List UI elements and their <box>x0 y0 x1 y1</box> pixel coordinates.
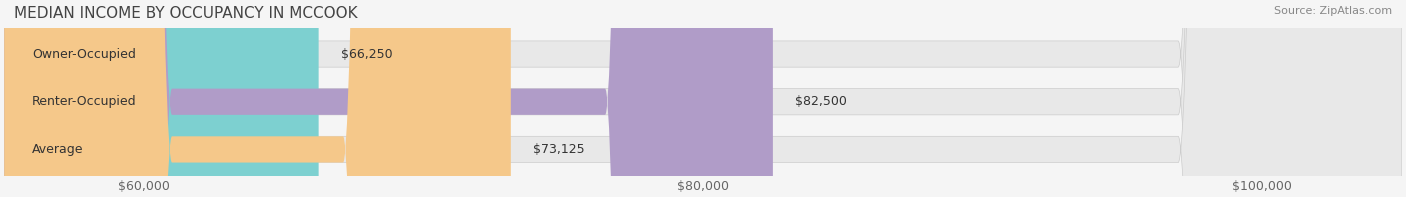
Text: Owner-Occupied: Owner-Occupied <box>32 47 136 60</box>
Text: Renter-Occupied: Renter-Occupied <box>32 95 136 108</box>
FancyBboxPatch shape <box>4 0 1402 197</box>
Text: $73,125: $73,125 <box>533 143 585 156</box>
Text: MEDIAN INCOME BY OCCUPANCY IN MCCOOK: MEDIAN INCOME BY OCCUPANCY IN MCCOOK <box>14 6 357 21</box>
Text: $66,250: $66,250 <box>342 47 392 60</box>
FancyBboxPatch shape <box>4 0 1402 197</box>
FancyBboxPatch shape <box>4 0 773 197</box>
Text: Average: Average <box>32 143 83 156</box>
Text: Source: ZipAtlas.com: Source: ZipAtlas.com <box>1274 6 1392 16</box>
FancyBboxPatch shape <box>4 0 1402 197</box>
FancyBboxPatch shape <box>4 0 510 197</box>
FancyBboxPatch shape <box>4 0 319 197</box>
Text: $82,500: $82,500 <box>796 95 848 108</box>
